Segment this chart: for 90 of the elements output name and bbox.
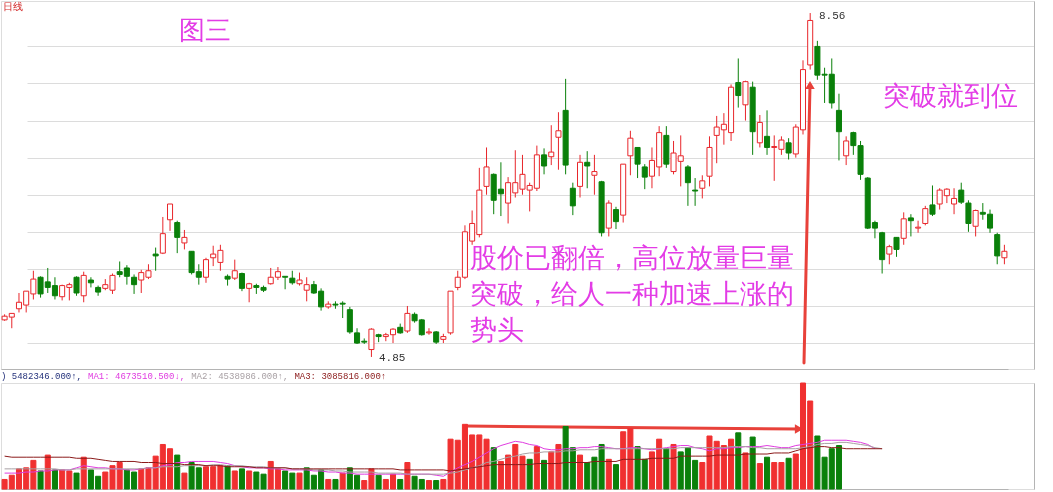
- bar: [397, 478, 404, 490]
- candlestick: [152, 247, 159, 272]
- bar: [51, 469, 58, 490]
- candlestick: [1001, 244, 1008, 265]
- candlestick: [368, 327, 375, 358]
- bar: [612, 464, 620, 490]
- candlestick: [202, 257, 210, 284]
- bar: [541, 459, 548, 490]
- candlestick: [922, 205, 929, 226]
- candlestick: [483, 146, 490, 196]
- candlestick: [541, 147, 548, 175]
- candlestick: [692, 177, 699, 207]
- bar: [785, 457, 792, 490]
- bar: [174, 454, 181, 490]
- candlestick: [742, 80, 749, 122]
- candlestick: [167, 203, 174, 232]
- bar: [533, 446, 540, 490]
- text: MA2: 4538986.000↑,: [191, 372, 289, 382]
- bar: [375, 474, 382, 490]
- bar: [577, 454, 584, 490]
- bar: [37, 470, 44, 490]
- candlestick: [159, 216, 166, 255]
- annotation: 4.85: [379, 352, 406, 364]
- candlestick: [174, 220, 181, 254]
- candlestick: [756, 114, 763, 148]
- bar: [749, 436, 756, 490]
- candlestick: [735, 57, 742, 109]
- candlestick: [972, 209, 979, 237]
- bar: [224, 465, 231, 490]
- candlestick: [612, 206, 620, 230]
- candlestick: [569, 182, 576, 216]
- candlestick: [634, 146, 641, 179]
- bar: [296, 472, 303, 490]
- bar: [325, 478, 332, 490]
- candlestick: [555, 111, 562, 171]
- candlestick: [929, 184, 936, 217]
- bar: [238, 468, 245, 490]
- annotation: 8.56: [819, 10, 846, 22]
- bar: [670, 443, 677, 490]
- bar: [605, 458, 612, 490]
- candlestick: [627, 130, 634, 176]
- text: MA3: 3085816.000↑: [294, 372, 387, 382]
- candlestick: [684, 164, 691, 207]
- candlestick: [915, 220, 922, 234]
- annotation: 突破就到位: [883, 80, 1018, 111]
- candlestick: [73, 275, 80, 297]
- annotation: 股价已翻倍，高位放量巨量突破，给人一种加速上涨的势头: [470, 242, 794, 345]
- candlestick: [181, 229, 188, 250]
- candlestick: [893, 236, 900, 258]
- bar: [764, 456, 771, 490]
- text: ) 5482346.000↑,: [1, 372, 83, 382]
- candlestick: [764, 109, 771, 156]
- candlestick: [886, 244, 893, 265]
- bar: [73, 472, 80, 490]
- bar: [181, 472, 188, 490]
- candlestick: [843, 135, 850, 166]
- candlestick: [404, 305, 411, 334]
- bar: [663, 448, 670, 490]
- bar: [433, 480, 440, 490]
- candlestick: [994, 232, 1001, 265]
- bar: [246, 470, 253, 490]
- candlestick: [80, 271, 87, 303]
- bar: [490, 447, 497, 490]
- candlestick: [231, 259, 238, 281]
- text: 日线: [3, 1, 23, 12]
- candlestick: [951, 187, 958, 215]
- bar: [742, 452, 749, 490]
- candlestick: [282, 275, 289, 290]
- bar: [231, 470, 238, 490]
- candlestick: [548, 124, 555, 166]
- candlestick: [131, 273, 138, 295]
- candlestick: [785, 137, 792, 161]
- bar: [425, 480, 432, 490]
- candlestick: [591, 154, 598, 196]
- candlestick: [900, 211, 907, 246]
- candlestick: [425, 327, 432, 336]
- candlestick: [641, 163, 648, 190]
- bar: [756, 463, 763, 490]
- text: MA1: 4673510.500↓,: [88, 372, 186, 382]
- bar: [735, 432, 742, 490]
- candlestick: [87, 276, 94, 288]
- bar: [332, 478, 339, 490]
- bar: [526, 458, 533, 490]
- candlestick: [699, 174, 706, 199]
- candlestick: [907, 213, 914, 237]
- candlestick: [835, 93, 842, 161]
- candlestick: [303, 276, 310, 302]
- candlestick: [584, 150, 591, 189]
- bar: [339, 472, 346, 490]
- chart-title: 图三: [179, 15, 231, 45]
